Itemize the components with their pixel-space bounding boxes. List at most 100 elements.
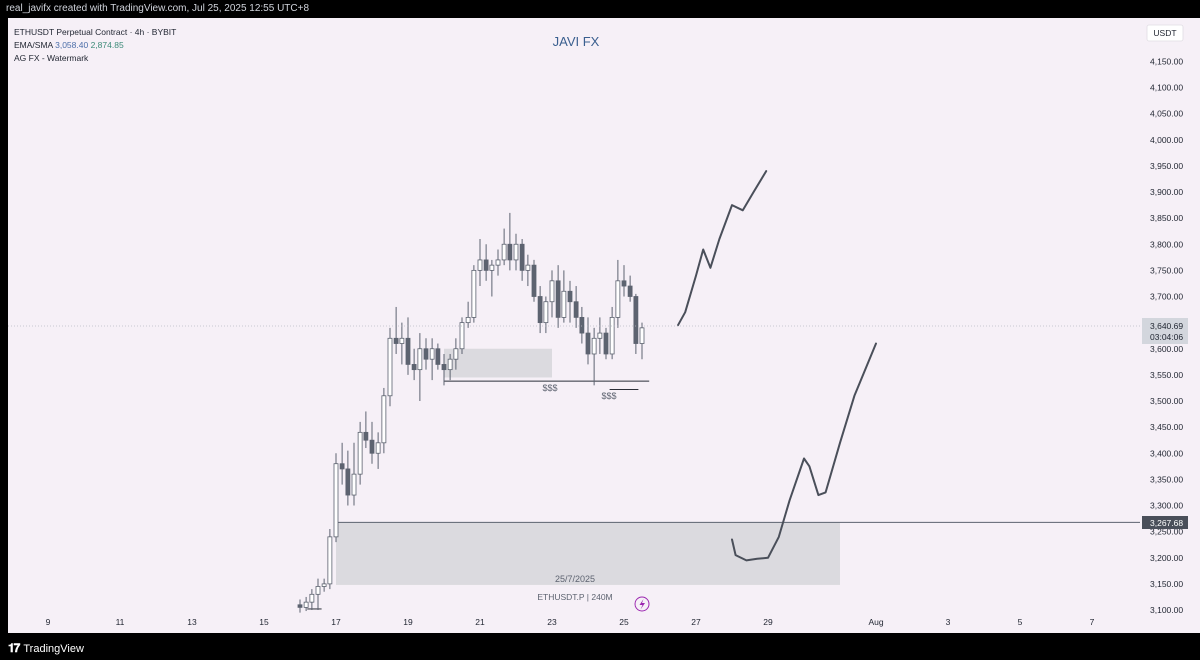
x-tick-label: 5 [1018, 617, 1023, 627]
candle-body-41 [543, 301, 549, 324]
candle-body-27 [459, 322, 465, 350]
candle-body-31 [483, 259, 489, 271]
candle-body-1 [303, 601, 309, 608]
x-tick-label: 21 [475, 617, 485, 627]
candle-body-47 [579, 316, 585, 334]
y-tick-label: 4,100.00 [1150, 83, 1183, 93]
candle-body-11 [363, 431, 369, 441]
candle-body-34 [501, 243, 507, 261]
candle-body-18 [405, 337, 411, 365]
projection-path-upper [677, 170, 768, 327]
liquidity-label-left: $$$ [542, 383, 557, 393]
candle-body-35 [507, 243, 513, 261]
y-tick-label: 3,200.00 [1150, 553, 1183, 563]
y-tick-label: 3,750.00 [1150, 265, 1183, 275]
candle-body-56 [633, 296, 639, 344]
y-tick-label: 3,300.00 [1150, 501, 1183, 511]
candle-body-15 [387, 337, 393, 397]
candle-body-49 [591, 337, 597, 355]
ema-label: EMA/SMA [14, 40, 53, 50]
y-tick-label: 3,550.00 [1150, 370, 1183, 380]
y-tick-label: 3,700.00 [1150, 292, 1183, 302]
candle-body-7 [339, 463, 345, 470]
x-tick-label: 17 [331, 617, 341, 627]
candle-body-32 [489, 264, 495, 271]
candle-body-51 [603, 332, 609, 355]
lines-layer [307, 380, 1140, 610]
currency-box[interactable] [1146, 24, 1184, 42]
y-tick-label: 3,950.00 [1150, 161, 1183, 171]
credit-text: real_javifx created with TradingView.com… [6, 3, 310, 14]
candle-body-9 [351, 473, 357, 496]
x-tick-label: 3 [946, 617, 951, 627]
candle-body-24 [441, 364, 447, 371]
y-tick-label: 3,150.00 [1150, 579, 1183, 589]
y-tick-label: 4,150.00 [1150, 56, 1183, 66]
ema-value: 3,058.40 [55, 40, 89, 50]
candle-body-16 [393, 337, 399, 344]
candle-body-28 [465, 316, 471, 324]
y-tick-label: 3,600.00 [1150, 344, 1183, 354]
y-tick-label: 3,500.00 [1150, 396, 1183, 406]
candle-body-53 [615, 280, 621, 318]
candle-body-6 [333, 463, 339, 538]
x-tick-label: 23 [547, 617, 557, 627]
bottom-brand-bar: 𝟏𝟕 TradingView [0, 633, 1200, 660]
currency-label: USDT [1153, 28, 1176, 38]
x-tick-label: 9 [46, 617, 51, 627]
candles-layer [297, 212, 645, 613]
candle-body-17 [399, 337, 405, 344]
candle-body-54 [621, 280, 627, 287]
y-tick-label: 3,850.00 [1150, 213, 1183, 223]
candle-body-21 [423, 348, 429, 360]
candle-body-36 [513, 243, 519, 261]
y-tick-label: 3,400.00 [1150, 448, 1183, 458]
candle-body-19 [411, 364, 417, 371]
candle-body-2 [309, 593, 315, 603]
projection-path-lower [731, 342, 877, 562]
top-credit-bar: real_javifx created with TradingView.com… [0, 0, 1200, 18]
level-badge-text: 3,267.68 [1150, 518, 1183, 528]
x-tick-label: 27 [691, 617, 701, 627]
candle-body-23 [435, 348, 441, 365]
projection-layer [677, 170, 877, 562]
symbol-line: ETHUSDT Perpetual Contract · 4h · BYBIT [14, 27, 177, 37]
candle-body-5 [327, 536, 333, 585]
candle-body-45 [567, 290, 573, 303]
zone-date-label: 25/7/2025 [555, 574, 595, 584]
candle-body-43 [555, 280, 561, 318]
chart-legend: ETHUSDT Perpetual Contract · 4h · BYBIT … [14, 26, 176, 65]
price-badge-countdown: 03:04:06 [1150, 332, 1183, 342]
chart-title: JAVI FX [553, 34, 600, 49]
candle-body-0 [297, 604, 303, 608]
candle-body-55 [627, 285, 633, 297]
indicator-line: EMA/SMA 3,058.40 2,874.85 [14, 39, 176, 52]
tradingview-brand[interactable]: 𝟏𝟕 TradingView [8, 641, 84, 656]
x-tick-label: 19 [403, 617, 413, 627]
lightning-icon[interactable] [634, 596, 650, 612]
candle-body-57 [639, 327, 645, 344]
x-tick-label: 7 [1090, 617, 1095, 627]
x-tick-label: 29 [763, 617, 773, 627]
y-tick-label: 3,900.00 [1150, 187, 1183, 197]
candle-body-42 [549, 280, 555, 303]
tradingview-logo-icon: 𝟏𝟕 [8, 641, 20, 655]
candle-body-3 [315, 586, 321, 595]
candle-body-13 [375, 442, 381, 454]
zone-box-0 [444, 348, 552, 378]
y-tick-label: 3,800.00 [1150, 239, 1183, 249]
x-tick-label: 11 [116, 617, 125, 627]
candle-body-10 [357, 431, 363, 475]
candle-body-22 [429, 348, 435, 360]
candle-body-29 [471, 269, 477, 318]
y-tick-label: 3,450.00 [1150, 422, 1183, 432]
candle-body-14 [381, 395, 387, 444]
candle-body-48 [585, 332, 591, 355]
candle-body-50 [597, 332, 603, 339]
candle-body-20 [417, 348, 423, 371]
candle-body-52 [609, 316, 615, 355]
x-tick-label: 25 [619, 617, 629, 627]
zone-box-1 [336, 522, 840, 585]
candle-body-33 [495, 259, 501, 266]
